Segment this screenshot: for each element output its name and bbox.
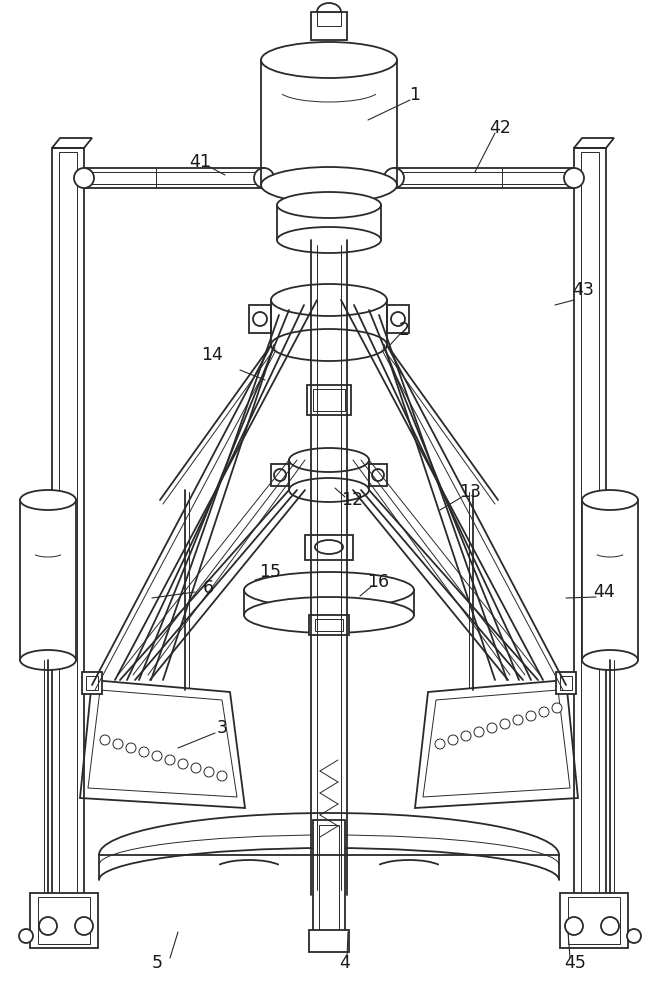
Text: 1: 1 <box>409 86 420 104</box>
Text: 13: 13 <box>459 483 481 501</box>
Ellipse shape <box>74 168 94 188</box>
Bar <box>59 152 77 902</box>
Ellipse shape <box>448 735 458 745</box>
Ellipse shape <box>261 42 397 78</box>
Ellipse shape <box>539 707 549 717</box>
Bar <box>387 305 409 333</box>
Ellipse shape <box>126 743 136 753</box>
Ellipse shape <box>474 727 484 737</box>
Ellipse shape <box>217 771 227 781</box>
Ellipse shape <box>289 478 369 502</box>
Ellipse shape <box>513 715 523 725</box>
Ellipse shape <box>271 284 387 316</box>
Bar <box>30 893 98 948</box>
Text: 2: 2 <box>399 321 409 339</box>
Bar <box>271 464 289 486</box>
Ellipse shape <box>204 767 214 777</box>
Ellipse shape <box>152 751 162 761</box>
Bar <box>574 148 606 906</box>
Bar <box>556 672 576 694</box>
Ellipse shape <box>113 739 123 749</box>
Text: 5: 5 <box>151 954 163 972</box>
Bar <box>52 148 84 906</box>
Ellipse shape <box>564 168 584 188</box>
Ellipse shape <box>461 731 471 741</box>
Bar <box>560 676 572 690</box>
Bar <box>82 672 102 694</box>
Text: 42: 42 <box>489 119 511 137</box>
Ellipse shape <box>565 917 583 935</box>
Bar <box>249 305 271 333</box>
Text: 45: 45 <box>564 954 586 972</box>
Text: 14: 14 <box>201 346 223 364</box>
Bar <box>369 464 387 486</box>
Ellipse shape <box>271 329 387 361</box>
Text: 3: 3 <box>216 719 228 737</box>
Bar <box>311 12 347 40</box>
Ellipse shape <box>75 917 93 935</box>
Ellipse shape <box>435 739 445 749</box>
Ellipse shape <box>254 168 274 188</box>
Ellipse shape <box>20 490 76 510</box>
Bar <box>38 897 90 944</box>
Bar <box>305 535 353 560</box>
Bar <box>394 168 574 188</box>
Ellipse shape <box>526 711 536 721</box>
Ellipse shape <box>277 192 381 218</box>
Text: 6: 6 <box>203 579 214 597</box>
Bar <box>86 676 98 690</box>
Bar <box>315 619 343 631</box>
Ellipse shape <box>39 917 57 935</box>
Ellipse shape <box>601 917 619 935</box>
Ellipse shape <box>19 929 33 943</box>
Ellipse shape <box>165 755 175 765</box>
Ellipse shape <box>582 650 638 670</box>
Ellipse shape <box>277 227 381 253</box>
Text: 43: 43 <box>572 281 594 299</box>
Bar <box>309 615 349 635</box>
Text: 12: 12 <box>341 491 363 509</box>
Ellipse shape <box>500 719 510 729</box>
Text: 16: 16 <box>367 573 389 591</box>
Bar <box>560 893 628 948</box>
Ellipse shape <box>274 469 286 481</box>
Ellipse shape <box>384 168 404 188</box>
Bar <box>20 500 76 660</box>
Ellipse shape <box>487 723 497 733</box>
Text: 41: 41 <box>189 153 211 171</box>
Ellipse shape <box>552 703 562 713</box>
Bar <box>568 897 620 944</box>
Bar <box>319 825 339 933</box>
Bar <box>581 152 599 902</box>
Bar <box>90 172 258 184</box>
Bar <box>582 500 638 660</box>
Ellipse shape <box>178 759 188 769</box>
Ellipse shape <box>627 929 641 943</box>
Ellipse shape <box>20 650 76 670</box>
Bar <box>317 12 341 26</box>
Bar <box>313 389 345 411</box>
Ellipse shape <box>289 448 369 472</box>
Ellipse shape <box>100 735 110 745</box>
Ellipse shape <box>391 312 405 326</box>
Bar <box>309 930 349 952</box>
Bar <box>400 172 568 184</box>
Ellipse shape <box>582 490 638 510</box>
Ellipse shape <box>372 469 384 481</box>
Bar <box>307 385 351 415</box>
Ellipse shape <box>261 167 397 203</box>
Text: 44: 44 <box>593 583 615 601</box>
Ellipse shape <box>315 540 343 554</box>
Text: 15: 15 <box>259 563 281 581</box>
Ellipse shape <box>139 747 149 757</box>
Ellipse shape <box>253 312 267 326</box>
Bar <box>84 168 264 188</box>
Text: 4: 4 <box>340 954 351 972</box>
Ellipse shape <box>244 572 414 608</box>
Ellipse shape <box>191 763 201 773</box>
Bar <box>313 820 345 935</box>
Ellipse shape <box>244 597 414 633</box>
